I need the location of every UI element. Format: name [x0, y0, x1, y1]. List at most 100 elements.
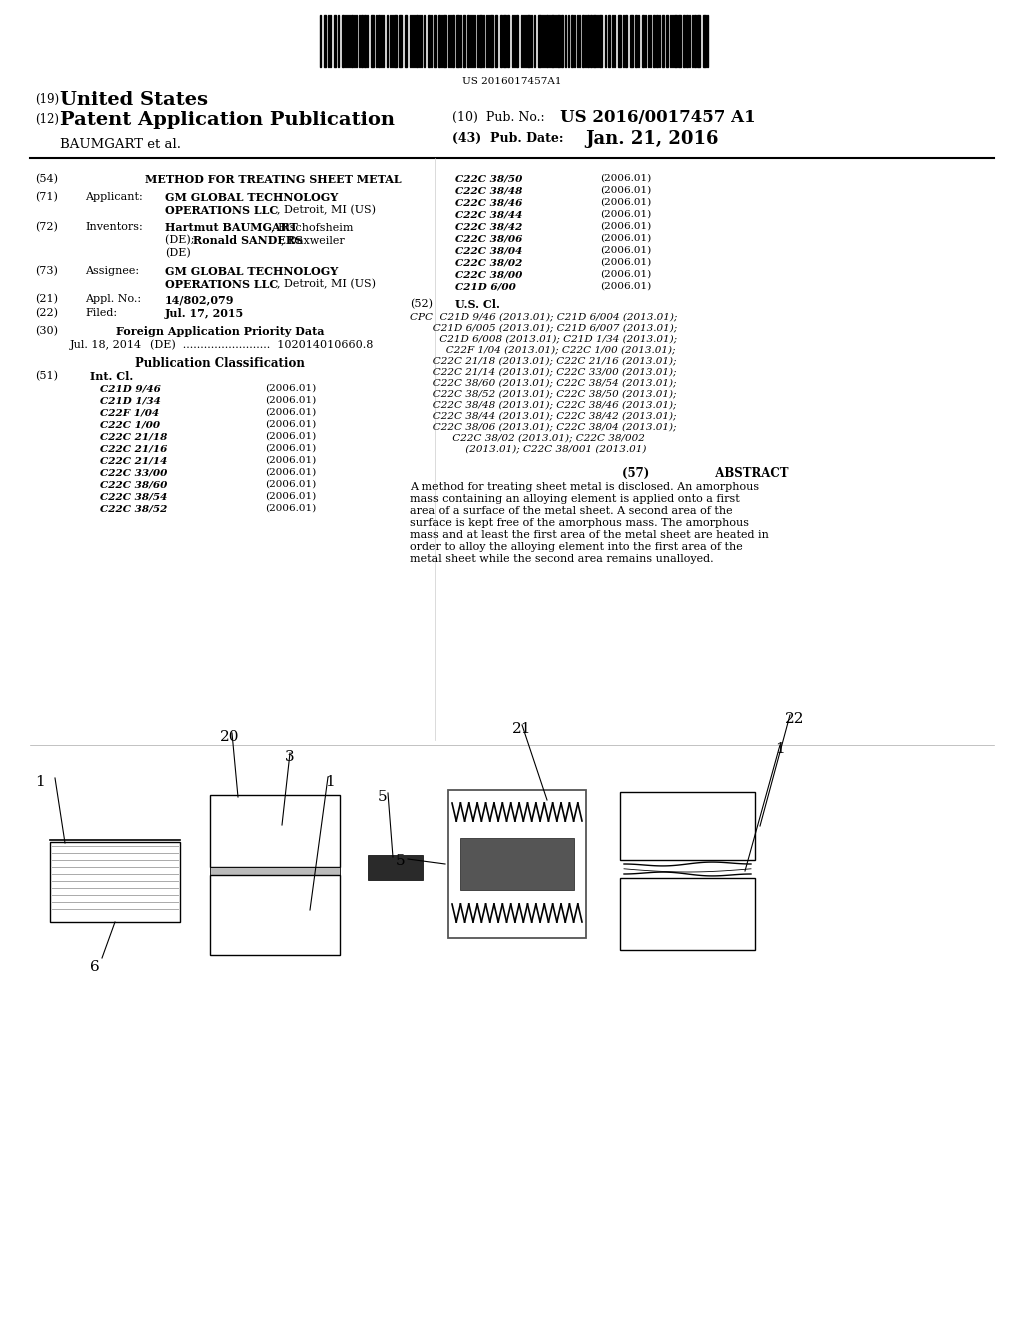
Text: A method for treating sheet metal is disclosed. An amorphous: A method for treating sheet metal is dis… — [410, 482, 759, 492]
Bar — [538, 15, 541, 67]
Text: C22C 38/46: C22C 38/46 — [455, 198, 522, 207]
Bar — [361, 15, 362, 67]
Bar — [683, 15, 685, 67]
Text: C22C 21/14 (2013.01); C22C 33/00 (2013.01);: C22C 21/14 (2013.01); C22C 33/00 (2013.0… — [410, 367, 677, 376]
Text: Publication Classification: Publication Classification — [135, 356, 305, 370]
Text: C22C 21/18 (2013.01); C22C 21/16 (2013.01);: C22C 21/18 (2013.01); C22C 21/16 (2013.0… — [410, 356, 677, 366]
Text: US 2016017457A1: US 2016017457A1 — [462, 77, 562, 86]
Text: GM GLOBAL TECHNOLOGY: GM GLOBAL TECHNOLOGY — [165, 267, 338, 277]
Text: Inventors:: Inventors: — [85, 222, 142, 232]
Text: C22C 1/00: C22C 1/00 — [100, 420, 160, 429]
Text: (51): (51) — [35, 371, 58, 381]
Text: C21D 6/005 (2013.01); C21D 6/007 (2013.01);: C21D 6/005 (2013.01); C21D 6/007 (2013.0… — [410, 323, 677, 333]
Text: C22C 38/60 (2013.01); C22C 38/54 (2013.01);: C22C 38/60 (2013.01); C22C 38/54 (2013.0… — [410, 378, 677, 387]
Text: BAUMGART et al.: BAUMGART et al. — [60, 139, 181, 150]
Text: Int. Cl.: Int. Cl. — [90, 371, 133, 381]
Text: C22C 38/02: C22C 38/02 — [455, 257, 522, 267]
Bar — [694, 15, 696, 67]
Bar — [697, 15, 700, 67]
Bar — [490, 15, 493, 67]
Text: C22C 38/52 (2013.01); C22C 38/50 (2013.01);: C22C 38/52 (2013.01); C22C 38/50 (2013.0… — [410, 389, 677, 399]
Bar — [406, 15, 407, 67]
Text: METHOD FOR TREATING SHEET METAL: METHOD FOR TREATING SHEET METAL — [145, 174, 401, 185]
Text: GM GLOBAL TECHNOLOGY: GM GLOBAL TECHNOLOGY — [165, 191, 338, 203]
Text: CPC  C21D 9/46 (2013.01); C21D 6/004 (2013.01);: CPC C21D 9/46 (2013.01); C21D 6/004 (201… — [410, 312, 677, 321]
Text: (2006.01): (2006.01) — [265, 469, 316, 477]
Bar — [368, 855, 423, 880]
Text: (57)                ABSTRACT: (57) ABSTRACT — [622, 467, 788, 480]
Text: (54): (54) — [35, 174, 58, 185]
Text: Jul. 18, 2014: Jul. 18, 2014 — [70, 341, 142, 350]
Text: C22C 38/06: C22C 38/06 — [455, 234, 522, 243]
Bar — [656, 15, 658, 67]
Bar — [378, 15, 380, 67]
Bar — [642, 15, 644, 67]
Bar — [653, 15, 655, 67]
Bar — [334, 15, 336, 67]
Text: (71): (71) — [35, 191, 58, 202]
Text: (52): (52) — [410, 300, 433, 309]
Bar — [467, 15, 469, 67]
Text: (30): (30) — [35, 326, 58, 337]
Bar — [551, 15, 554, 67]
Bar — [210, 795, 340, 867]
Bar — [599, 15, 602, 67]
Bar — [479, 15, 482, 67]
Bar — [50, 842, 180, 921]
Bar — [516, 15, 518, 67]
Text: (10)  Pub. No.:: (10) Pub. No.: — [452, 111, 545, 124]
Text: (2006.01): (2006.01) — [265, 396, 316, 405]
Text: 21: 21 — [512, 722, 531, 737]
Text: (2006.01): (2006.01) — [265, 504, 316, 513]
Bar — [210, 867, 340, 875]
Text: C22C 38/48 (2013.01); C22C 38/46 (2013.01);: C22C 38/48 (2013.01); C22C 38/46 (2013.0… — [410, 400, 677, 409]
Bar — [342, 15, 344, 67]
Text: (2006.01): (2006.01) — [265, 480, 316, 488]
Text: Filed:: Filed: — [85, 308, 117, 318]
Text: 1: 1 — [775, 742, 784, 756]
Text: mass and at least the first area of the metal sheet are heated in: mass and at least the first area of the … — [410, 531, 769, 540]
Bar — [507, 15, 509, 67]
Text: (2006.01): (2006.01) — [600, 246, 651, 255]
Bar — [463, 15, 465, 67]
Text: Assignee:: Assignee: — [85, 267, 139, 276]
Text: OPERATIONS LLC: OPERATIONS LLC — [165, 205, 279, 216]
Text: OPERATIONS LLC: OPERATIONS LLC — [165, 279, 279, 290]
Text: C21D 1/34: C21D 1/34 — [100, 396, 161, 405]
Text: C21D 6/00: C21D 6/00 — [455, 282, 516, 290]
Text: (2006.01): (2006.01) — [600, 222, 651, 231]
Bar — [666, 15, 668, 67]
Text: C22C 21/16: C22C 21/16 — [100, 444, 167, 453]
Bar — [571, 15, 573, 67]
Bar — [449, 789, 586, 939]
Text: , Daxweiler: , Daxweiler — [281, 235, 345, 246]
Bar — [428, 15, 430, 67]
Text: 22: 22 — [785, 711, 805, 726]
Text: (73): (73) — [35, 267, 58, 276]
Text: (2006.01): (2006.01) — [265, 384, 316, 393]
Bar — [434, 15, 436, 67]
Text: 6: 6 — [90, 960, 99, 974]
Bar — [371, 15, 374, 67]
Text: C22F 1/04 (2013.01); C22C 1/00 (2013.01);: C22F 1/04 (2013.01); C22C 1/00 (2013.01)… — [410, 345, 676, 354]
Text: U.S. Cl.: U.S. Cl. — [455, 300, 500, 310]
Text: (43)  Pub. Date:: (43) Pub. Date: — [452, 132, 563, 145]
Bar — [561, 15, 563, 67]
Bar — [210, 875, 340, 954]
Text: C22C 38/50: C22C 38/50 — [455, 174, 522, 183]
Bar — [593, 15, 596, 67]
Text: C22C 38/60: C22C 38/60 — [100, 480, 167, 488]
Bar — [686, 15, 688, 67]
Bar — [416, 15, 418, 67]
Text: (2006.01): (2006.01) — [265, 492, 316, 502]
Bar — [635, 15, 637, 67]
Bar — [364, 15, 366, 67]
Text: 1: 1 — [35, 775, 45, 789]
Text: (DE): (DE) — [165, 248, 190, 259]
Bar — [546, 15, 548, 67]
Text: (22): (22) — [35, 308, 58, 318]
Text: (2013.01); C22C 38/001 (2013.01): (2013.01); C22C 38/001 (2013.01) — [410, 444, 646, 453]
Text: (2006.01): (2006.01) — [265, 432, 316, 441]
Bar — [324, 15, 326, 67]
Bar — [620, 792, 755, 861]
